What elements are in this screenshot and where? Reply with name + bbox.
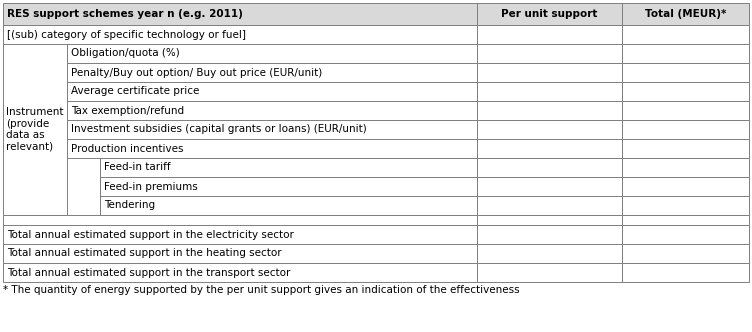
Bar (622, 158, 749, 177)
Bar (622, 82, 749, 101)
Text: Production incentives: Production incentives (71, 143, 183, 153)
Bar (3, 3, 477, 25)
Text: Penalty/Buy out option/ Buy out price (EUR/unit): Penalty/Buy out option/ Buy out price (E… (71, 67, 322, 77)
Bar (622, 3, 749, 25)
Bar (100, 158, 477, 177)
Text: Average certificate price: Average certificate price (71, 87, 199, 97)
Text: Tendering: Tendering (104, 201, 155, 210)
Text: RES support schemes year n (e.g. 2011): RES support schemes year n (e.g. 2011) (7, 9, 243, 19)
Text: * The quantity of energy supported by the per unit support gives an indication o: * The quantity of energy supported by th… (3, 285, 520, 295)
Bar (477, 225, 622, 244)
Text: Investment subsidies (capital grants or loans) (EUR/unit): Investment subsidies (capital grants or … (71, 124, 367, 134)
Bar (3, 44, 67, 215)
Bar (622, 120, 749, 139)
Bar (477, 82, 622, 101)
Bar (67, 44, 477, 63)
Bar (67, 139, 477, 158)
Bar (622, 263, 749, 282)
Bar (477, 196, 622, 215)
Text: Total annual estimated support in the electricity sector: Total annual estimated support in the el… (7, 229, 294, 239)
Bar (477, 101, 622, 120)
Bar (622, 63, 749, 82)
Bar (67, 82, 477, 101)
Bar (477, 120, 622, 139)
Bar (622, 101, 749, 120)
Bar (3, 244, 477, 263)
Bar (477, 244, 622, 263)
Bar (3, 225, 477, 244)
Text: Total annual estimated support in the transport sector: Total annual estimated support in the tr… (7, 268, 290, 278)
Text: Per unit support: Per unit support (502, 9, 598, 19)
Bar (477, 44, 622, 63)
Bar (477, 139, 622, 158)
Bar (622, 25, 749, 44)
Bar (477, 3, 622, 25)
Bar (100, 196, 477, 215)
Bar (3, 215, 477, 225)
Bar (622, 139, 749, 158)
Text: [(sub) category of specific technology or fuel]: [(sub) category of specific technology o… (7, 30, 246, 40)
Bar (477, 177, 622, 196)
Text: Feed-in premiums: Feed-in premiums (104, 182, 198, 192)
Bar (67, 101, 477, 120)
Text: Tax exemption/refund: Tax exemption/refund (71, 106, 184, 116)
Bar (3, 263, 477, 282)
Bar (477, 158, 622, 177)
Bar (622, 196, 749, 215)
Bar (3, 25, 477, 44)
Bar (622, 177, 749, 196)
Bar (622, 215, 749, 225)
Bar (477, 263, 622, 282)
Text: Obligation/quota (%): Obligation/quota (%) (71, 48, 180, 58)
Bar (622, 244, 749, 263)
Bar (67, 63, 477, 82)
Text: Total (MEUR)*: Total (MEUR)* (645, 9, 726, 19)
Bar (477, 25, 622, 44)
Text: Feed-in tariff: Feed-in tariff (104, 162, 171, 173)
Bar (100, 177, 477, 196)
Text: Instrument
(provide
data as
relevant): Instrument (provide data as relevant) (6, 107, 64, 152)
Bar (477, 63, 622, 82)
Bar (67, 120, 477, 139)
Bar (622, 44, 749, 63)
Bar (477, 215, 622, 225)
Text: Total annual estimated support in the heating sector: Total annual estimated support in the he… (7, 248, 282, 259)
Bar (622, 225, 749, 244)
